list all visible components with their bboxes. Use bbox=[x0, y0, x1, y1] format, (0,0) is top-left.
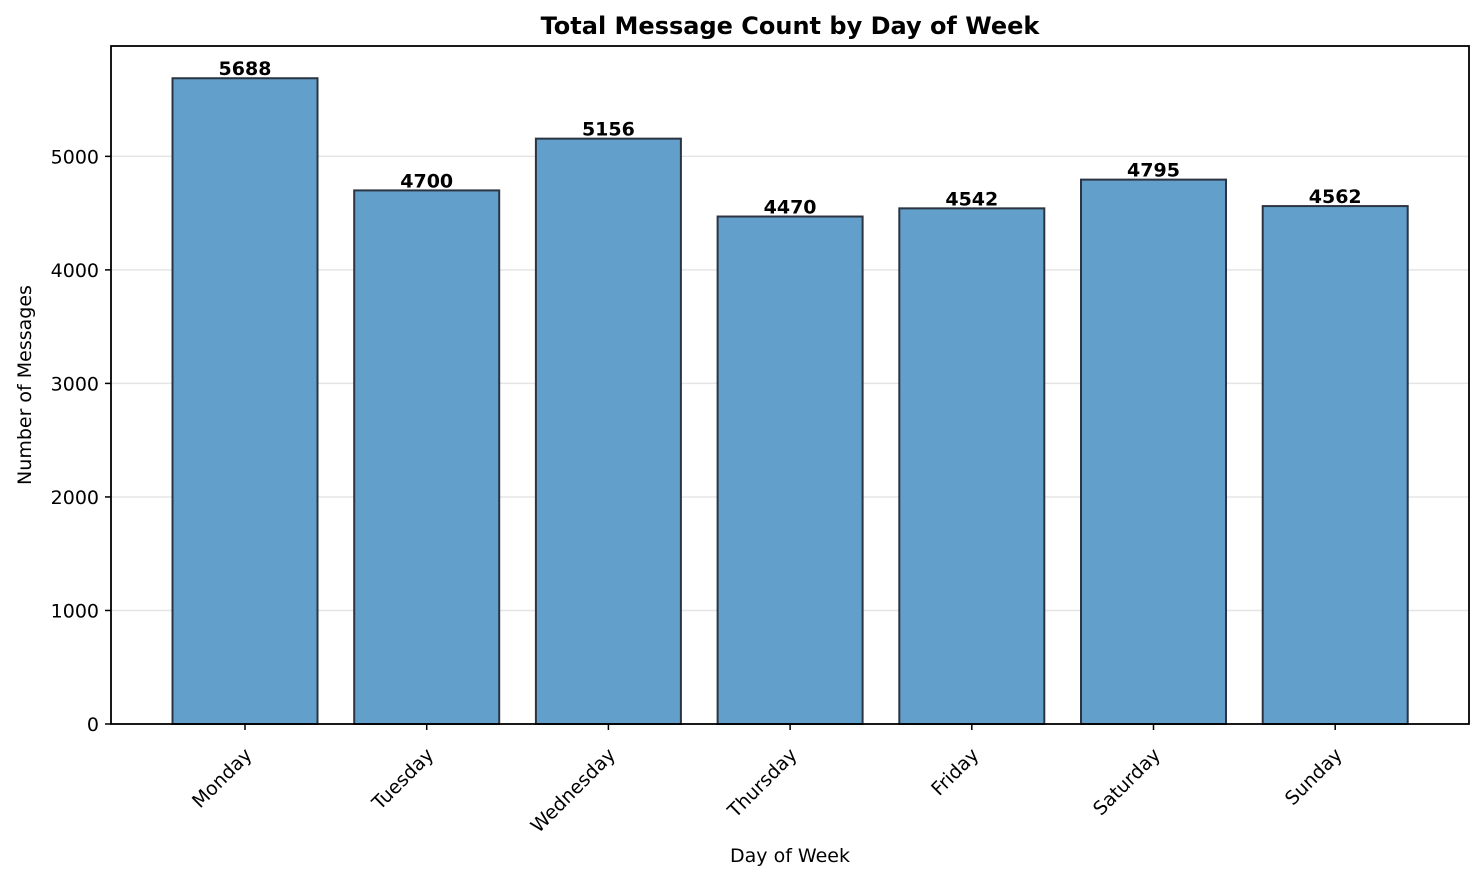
data-label: 4562 bbox=[1309, 186, 1362, 208]
bar-tuesday bbox=[353, 189, 501, 725]
y-axis-label: Number of Messages bbox=[14, 285, 36, 485]
data-label: 4700 bbox=[400, 170, 453, 192]
y-tick-label: 0 bbox=[87, 714, 99, 736]
y-axis-ticks: 0 1000 2000 3000 4000 5000 bbox=[51, 146, 111, 736]
y-tick-label: 2000 bbox=[51, 487, 99, 509]
y-tick-label: 3000 bbox=[51, 373, 99, 395]
x-axis-label: Day of Week bbox=[730, 845, 850, 867]
bar-saturday bbox=[1080, 178, 1227, 726]
data-labels: 5688 4700 5156 4470 4542 4795 4562 bbox=[219, 58, 1362, 218]
bars bbox=[171, 77, 1409, 726]
y-tick-label: 5000 bbox=[51, 146, 99, 168]
bar-friday bbox=[898, 207, 1046, 726]
data-label: 5688 bbox=[219, 58, 272, 80]
data-label: 5156 bbox=[582, 119, 635, 141]
data-label: 4470 bbox=[764, 197, 817, 219]
bar-monday bbox=[171, 77, 319, 725]
bar-sunday bbox=[1261, 205, 1409, 725]
bar-wednesday bbox=[534, 137, 682, 725]
data-label: 4795 bbox=[1127, 160, 1180, 182]
data-label: 4542 bbox=[945, 188, 998, 210]
y-tick-label: 4000 bbox=[51, 260, 99, 282]
chart-title: Total Message Count by Day of Week bbox=[541, 12, 1041, 40]
y-tick-label: 1000 bbox=[51, 600, 99, 622]
bar-thursday bbox=[716, 215, 864, 726]
